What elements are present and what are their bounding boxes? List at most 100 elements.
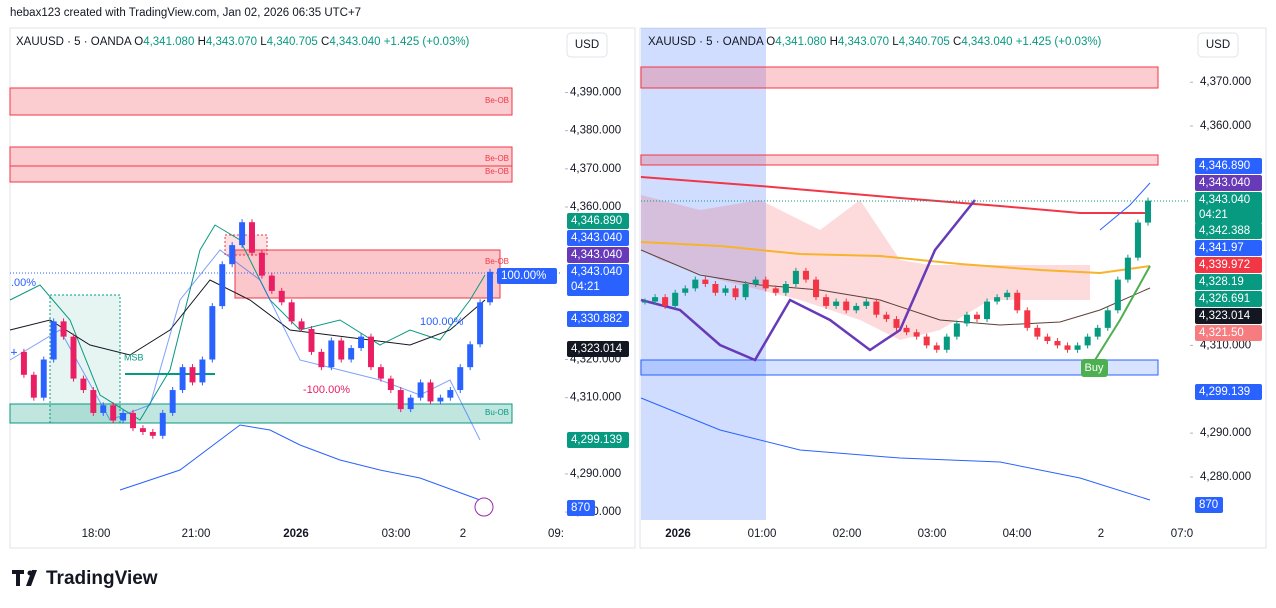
candle <box>1064 345 1071 350</box>
volume-ma <box>119 424 481 501</box>
candle <box>427 382 434 402</box>
zone-label: Be-OB <box>485 257 509 266</box>
band <box>1099 182 1151 231</box>
candle <box>953 323 960 337</box>
price-tag <box>1195 192 1262 224</box>
candle <box>853 305 860 311</box>
candle <box>1104 310 1111 328</box>
currency-box[interactable] <box>1197 32 1239 58</box>
candle <box>437 397 444 402</box>
candle <box>20 351 27 375</box>
price-tag-label: 4,323.014 <box>1199 310 1251 322</box>
candle <box>1094 327 1101 337</box>
candle <box>90 390 97 413</box>
candle <box>397 390 404 410</box>
candle <box>943 336 950 350</box>
header: hebax123 created with TradingView.com, J… <box>10 7 361 19</box>
y-tick-label: 4,380.000 <box>570 125 621 137</box>
candle <box>1024 310 1031 328</box>
candle <box>209 306 216 360</box>
candle <box>1124 257 1131 280</box>
ma-red <box>640 176 1150 214</box>
candle <box>813 279 820 298</box>
y-tick-label: 4,310.000 <box>1200 339 1251 351</box>
candle <box>1114 279 1121 311</box>
candle <box>477 302 484 345</box>
candle <box>70 336 77 379</box>
candle <box>843 301 850 311</box>
price-tag <box>567 432 629 448</box>
legend-item: XAUUSD · 5 · OANDA <box>648 36 764 48</box>
candle <box>1014 292 1021 311</box>
indicator <box>9 279 486 356</box>
zone-label: Be-OB <box>485 96 509 105</box>
candle <box>298 321 305 330</box>
price-tag-timer: 04:21 <box>571 281 600 293</box>
price-tag-label: 870 <box>571 502 590 514</box>
candle <box>1054 341 1061 346</box>
candle <box>318 351 325 368</box>
price-tag <box>567 500 595 516</box>
legend: XAUUSD · 5 · OANDA O4,341.080 H4,343.070… <box>648 36 1102 48</box>
price-tag-label: 4,339.972 <box>1199 259 1250 271</box>
price-tag-timer: 04:21 <box>1199 209 1228 221</box>
candle <box>100 405 107 413</box>
y-tick-label: 4,280.000 <box>1200 471 1251 483</box>
legend-item: XAUUSD · 5 · OANDA <box>16 36 132 48</box>
candle <box>358 336 365 349</box>
candle <box>120 412 127 421</box>
candle <box>11 351 17 353</box>
candle <box>792 270 799 284</box>
candle <box>903 327 910 333</box>
zone <box>9 87 513 116</box>
candle <box>80 378 87 391</box>
candle <box>913 332 920 337</box>
price-tag-label: 4,321.50 <box>1199 327 1244 339</box>
candle <box>30 374 37 398</box>
price-tag <box>1195 223 1262 239</box>
x-tick-label: 03:00 <box>918 528 947 540</box>
candle <box>823 297 830 306</box>
candle <box>219 264 226 307</box>
candle <box>1144 200 1152 223</box>
price-tag <box>1195 325 1262 341</box>
currency-box[interactable] <box>566 32 608 58</box>
legend-item: +1.425 (+0.03%) <box>384 36 470 48</box>
y-tick-label: 4,370.000 <box>570 163 621 175</box>
candle <box>239 222 246 246</box>
y-tick-label: 4,310.000 <box>570 392 621 404</box>
x-tick-label: 18:00 <box>82 528 111 540</box>
legend-item: +1.425 (+0.03%) <box>1016 36 1102 48</box>
candle <box>169 390 176 413</box>
x-tick-label: 2026 <box>283 528 309 540</box>
candle <box>179 367 186 391</box>
candle <box>40 359 47 398</box>
candle <box>229 245 236 265</box>
zone-label: Be-OB <box>485 167 509 176</box>
candle <box>368 336 374 368</box>
legend-item: 4,341.080 <box>775 36 826 48</box>
candle <box>883 314 890 320</box>
cloud <box>641 195 1090 340</box>
price-tag <box>1195 158 1262 174</box>
x-tick-label: 07:0 <box>1171 528 1193 540</box>
candle <box>1074 345 1081 350</box>
candle <box>50 321 57 360</box>
candle <box>189 367 196 383</box>
msb-label: MSB <box>124 352 144 362</box>
candle <box>732 288 739 298</box>
candle <box>662 297 669 306</box>
candle <box>873 301 880 315</box>
candle <box>722 288 729 293</box>
candle <box>994 297 1001 302</box>
currency[interactable]: USD <box>1206 39 1230 51</box>
price-tag-label: 100.00% <box>501 270 546 282</box>
logo <box>12 570 37 586</box>
candle <box>672 292 679 306</box>
currency[interactable]: USD <box>575 39 599 51</box>
price-tag <box>567 230 629 246</box>
x-tick-label: 04:00 <box>1003 528 1032 540</box>
price-tag <box>1195 175 1262 191</box>
candle <box>802 270 809 280</box>
x-tick-label: 03:00 <box>382 528 411 540</box>
